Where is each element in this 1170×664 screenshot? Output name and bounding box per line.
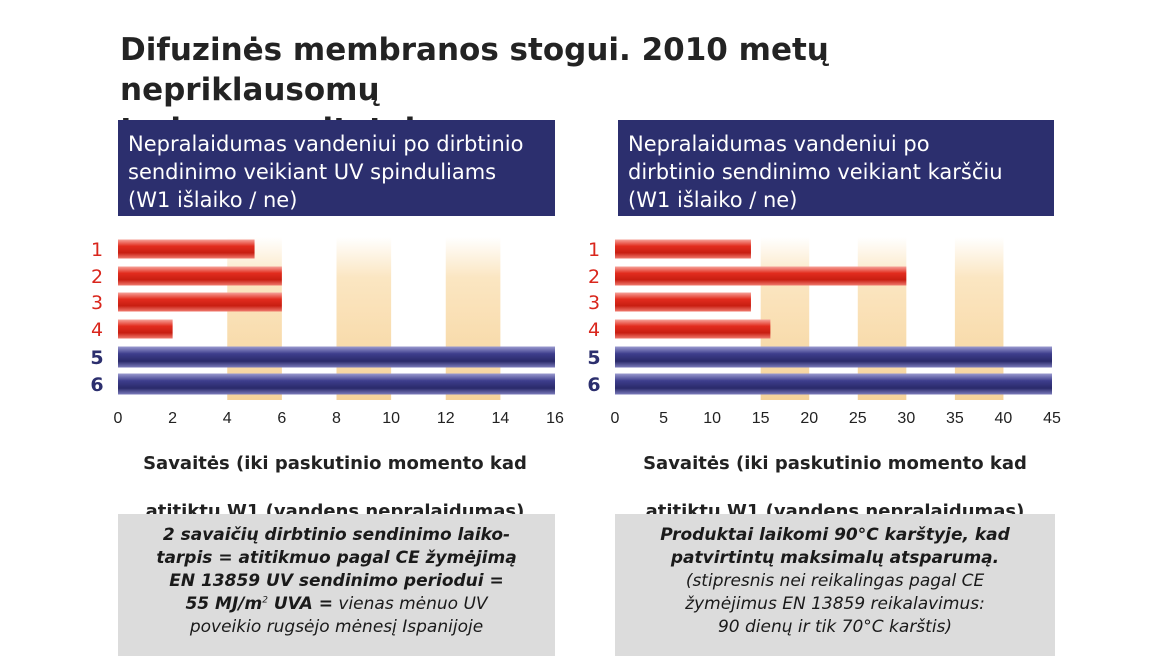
tick-label-40: 40 (995, 410, 1013, 427)
shaded-band-2 (857, 237, 907, 400)
category-label-3: 3 (588, 292, 600, 314)
left-note-line-3: EN 13859 UV sendinimo periodui = (169, 571, 504, 591)
tick-label-8: 8 (332, 410, 341, 427)
bar-4 (118, 319, 173, 339)
bar-3 (615, 292, 751, 312)
left-note-line-1: 2 savaičių dirbtinio sendinimo laiko- (162, 525, 511, 545)
category-label-2: 2 (91, 266, 103, 288)
right-header-line-3: (W1 išlaiko / ne) (628, 188, 798, 212)
tick-label-10: 10 (703, 410, 721, 427)
tick-label-30: 30 (897, 410, 915, 427)
bar-1 (615, 239, 751, 259)
left-note-line-4: 55 MJ/m2 UVA = vienas mėnuo UV (128, 593, 545, 616)
right-note-line-4: žymėjimus EN 13859 reikalavimus: (685, 594, 985, 614)
category-label-6: 6 (90, 374, 103, 396)
tick-label-20: 20 (800, 410, 818, 427)
right-chart-header: Nepralaidumas vandeniui po dirbtinio sen… (618, 120, 1054, 216)
tick-label-4: 4 (223, 410, 232, 427)
shaded-band-1 (227, 237, 282, 400)
bar-6 (118, 373, 555, 395)
category-label-1: 1 (588, 239, 600, 261)
left-note-mixed-plain: vienas mėnuo UV (332, 594, 488, 614)
category-label-4: 4 (91, 319, 103, 341)
shaded-band-2 (336, 237, 392, 400)
title-line-1: Difuzinės membranos stogui. 2010 metų ne… (120, 32, 829, 108)
left-note-mixed-bold: 55 MJ/m (185, 594, 263, 614)
tick-label-12: 12 (437, 410, 455, 427)
bar-6 (615, 373, 1052, 395)
left-header-line-3: (W1 išlaiko / ne) (128, 188, 298, 212)
tick-label-35: 35 (946, 410, 964, 427)
category-label-5: 5 (587, 347, 600, 369)
right-header-line-1: Nepralaidumas vandeniui po (628, 132, 930, 156)
bar-3 (118, 292, 282, 312)
bar-2 (615, 266, 907, 286)
bar-2 (118, 266, 282, 286)
category-label-6: 6 (587, 374, 600, 396)
category-label-1: 1 (91, 239, 103, 261)
category-label-2: 2 (588, 266, 600, 288)
left-note-line-2: tarpis = atitikmuo pagal CE žymėjimą (156, 548, 517, 568)
tick-label-16: 16 (546, 410, 564, 427)
right-note-line-2: patvirtintų maksimalų atsparumą. (670, 548, 1000, 568)
tick-label-5: 5 (659, 410, 668, 427)
tick-label-10: 10 (382, 410, 400, 427)
left-xlabel-line-1: Savaitės (iki paskutinio momento kad (143, 453, 527, 474)
right-note-line-3: (stipresnis nei reikalingas pagal CE (685, 571, 985, 591)
left-note-line-5: poveikio rugsėjo mėnesį Ispanijoje (189, 617, 484, 637)
tick-label-25: 25 (849, 410, 867, 427)
right-xlabel-line-1: Savaitės (iki paskutinio momento kad (643, 453, 1027, 474)
bar-1 (118, 239, 255, 259)
shaded-band-3 (445, 237, 501, 400)
left-note-superscript: 2 (262, 595, 268, 606)
left-note-box: 2 savaičių dirbtinio sendinimo laiko- ta… (118, 514, 555, 656)
tick-label-15: 15 (752, 410, 770, 427)
shaded-band-1 (760, 237, 810, 400)
right-note-line-1: Produktai laikomi 90°C karštyje, kad (660, 525, 1010, 545)
tick-label-0: 0 (114, 410, 123, 427)
right-note-line-5: 90 dienų ir tik 70°C karštis) (717, 617, 953, 637)
category-label-5: 5 (90, 347, 103, 369)
category-label-3: 3 (91, 292, 103, 314)
tick-label-6: 6 (277, 410, 286, 427)
shaded-band-3 (954, 237, 1004, 400)
bar-4 (615, 319, 771, 339)
right-note-box: Produktai laikomi 90°C karštyje, kad pat… (615, 514, 1055, 656)
tick-label-14: 14 (491, 410, 509, 427)
bar-5 (118, 346, 555, 368)
tick-label-45: 45 (1043, 410, 1061, 427)
left-note-mixed-bold-end: UVA = (267, 594, 333, 614)
right-header-line-2: dirbtinio sendinimo veikiant karščiu (628, 160, 1003, 184)
left-chart-header: Nepralaidumas vandeniui po dirbtinio sen… (118, 120, 555, 216)
tick-label-0: 0 (611, 410, 620, 427)
bar-5 (615, 346, 1052, 368)
tick-label-2: 2 (168, 410, 177, 427)
left-header-line-1: Nepralaidumas vandeniui po dirbtinio (128, 132, 524, 156)
left-header-line-2: sendinimo veikiant UV spinduliams (128, 160, 497, 184)
category-label-4: 4 (588, 319, 600, 341)
